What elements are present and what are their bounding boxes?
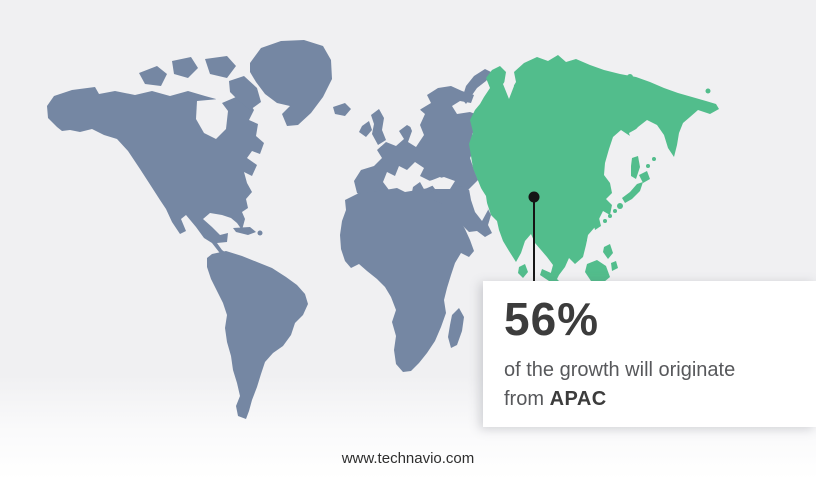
- apac-region-landmass: [469, 55, 719, 283]
- ryukyu-island-2: [608, 214, 612, 218]
- hudson-bay-water: [196, 99, 228, 139]
- marker-dot: [528, 191, 540, 203]
- africa-landmass: [340, 188, 474, 372]
- ireland-island: [359, 121, 372, 137]
- kuril-island-1: [646, 164, 650, 168]
- japan-kyushu-island: [617, 203, 623, 209]
- siberian-island-2: [705, 88, 711, 94]
- black-sea-water: [429, 177, 455, 189]
- north-america-landmass: [47, 87, 264, 271]
- iceland-island: [333, 103, 351, 116]
- other-regions-landmass: [47, 40, 493, 419]
- stat-description-line1: of the growth will originate: [504, 359, 736, 382]
- borneo-island: [585, 260, 610, 282]
- caspian-sea-water: [469, 185, 488, 221]
- philippines-mindanao-island: [611, 261, 618, 271]
- sakhalin-island: [631, 156, 640, 179]
- sumatra-island: [540, 269, 559, 281]
- apac-marker: [528, 191, 540, 284]
- footer: www.technavio.com: [0, 450, 816, 468]
- hispaniola-island: [257, 230, 263, 236]
- japan-honshu-island: [622, 182, 643, 203]
- stat-region-name: APAC: [549, 388, 607, 411]
- stat-value: 56%: [504, 293, 600, 345]
- taiwan-island: [593, 218, 601, 230]
- baffin-island: [229, 76, 261, 110]
- ryukyu-island-1: [613, 209, 617, 213]
- baltic-sea-water: [408, 108, 425, 147]
- philippines-luzon-island: [603, 244, 613, 259]
- sri-lanka-island: [518, 264, 528, 278]
- water-bodies: [196, 76, 668, 221]
- ryukyu-island-3: [603, 219, 607, 223]
- japan-hokkaido-island: [639, 171, 650, 183]
- asia-mainland: [469, 55, 719, 283]
- kuril-island-2: [652, 157, 656, 161]
- cuba-island: [233, 227, 256, 235]
- footer-website-link[interactable]: www.technavio.com: [341, 450, 475, 467]
- stat-description: of the growth will originate from APAC: [504, 356, 796, 414]
- south-america-landmass: [207, 251, 308, 419]
- stat-description-line2-prefix: from: [504, 388, 550, 411]
- novaya-zemlya-island: [462, 69, 493, 104]
- sea-of-okhotsk-water: [629, 124, 668, 161]
- madagascar-island: [448, 308, 464, 348]
- arctic-island-1: [139, 66, 167, 86]
- hainan-island: [581, 237, 587, 243]
- stat-callout-card: 56% of the growth will originate from AP…: [483, 281, 816, 427]
- siberian-island-1: [627, 74, 633, 80]
- arctic-island-2: [172, 57, 198, 78]
- greenland-landmass: [250, 40, 332, 126]
- great-britain-island: [371, 109, 386, 145]
- gulf-of-ob-water: [503, 76, 514, 99]
- arctic-island-3: [205, 56, 236, 78]
